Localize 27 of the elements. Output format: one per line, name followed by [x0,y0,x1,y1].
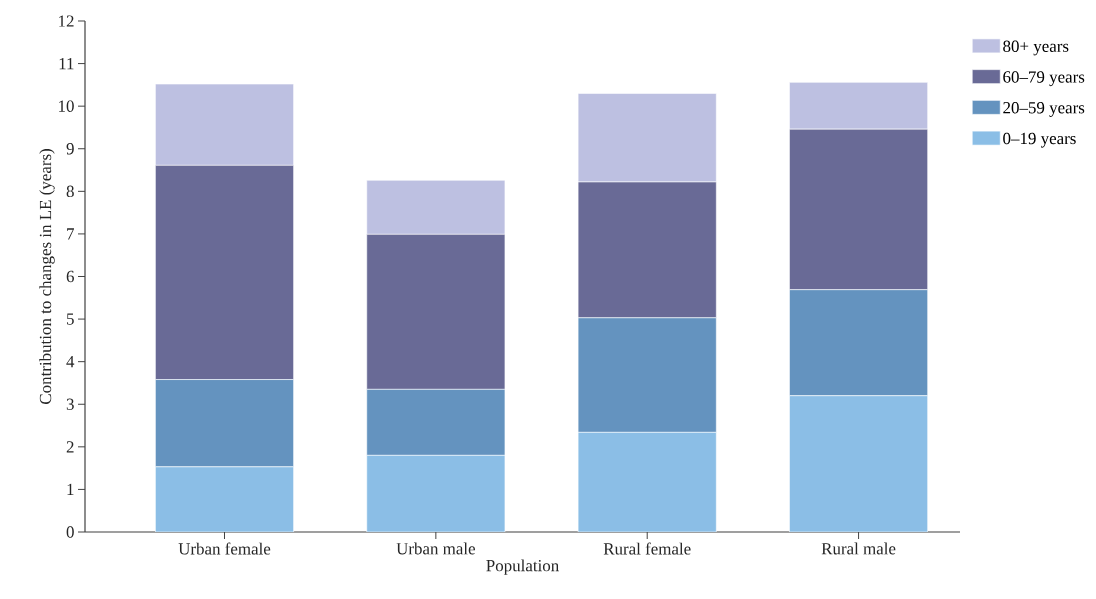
y-tick-label: 5 [67,313,74,325]
y-tick-label: 8 [66,185,74,198]
y-tick-label: 1 [67,483,74,496]
y-tick-label: 2 [66,441,74,453]
y-tick-label: 10 [59,100,74,112]
legend-label: 20–59 years [1003,101,1085,117]
y-axis-title: Contribution to changes in LE (years) [39,149,55,404]
y-tick-label: 6 [66,270,74,283]
bar [577,432,717,532]
legend-label: 0–19 years [1003,132,1076,148]
y-tick-label: 9 [66,143,74,155]
y-tick-label: 12 [59,15,74,27]
legend-label: 60–79 years [1003,71,1085,87]
y-tick-label: 11 [59,57,74,70]
x-tick-label: Urban male [396,542,475,555]
y-tick-label: 3 [66,398,74,410]
x-axis-title: Population [486,559,559,575]
x-tick-label: Rural male [821,542,896,555]
bar [366,455,506,532]
y-tick-label: 4 [66,356,75,368]
bar [789,395,928,532]
bar [155,466,294,532]
x-tick-label: Rural female [603,542,691,555]
x-tick-label: Urban female [178,542,271,555]
y-tick-label: 0 [66,526,74,538]
y-tick-label: 7 [67,228,74,240]
legend-label: 80+ years [1003,40,1069,56]
